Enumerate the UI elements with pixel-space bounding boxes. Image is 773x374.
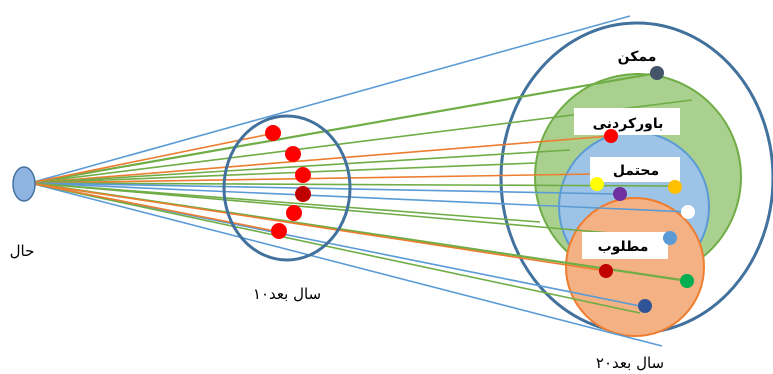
dot [590,177,604,191]
cone-edge-top [29,15,631,184]
present-node [12,166,36,202]
projection-line [29,182,691,213]
dot [613,187,627,201]
ten-year-dots [265,125,311,239]
dot [285,146,301,162]
projection-line [29,182,541,223]
projection-line [29,135,611,184]
projection-line [29,182,669,239]
projection-line [29,182,281,233]
present-label: حال [10,242,35,260]
projection-line [29,132,276,184]
dot [650,66,664,80]
projection-line [29,182,607,272]
dot [604,129,618,143]
projection-line [29,162,536,184]
projection-line [29,149,571,184]
plausible-label-box [574,108,680,135]
preferable-label-box [582,232,668,259]
dot [295,186,311,202]
dot [295,167,311,183]
projection-line [29,182,619,195]
projection-line [29,182,641,314]
dot [599,264,613,278]
possible-label: ممکن [618,49,657,65]
dot [668,180,682,194]
cone-edge-bottom [29,182,663,347]
probable-label: محتمل [613,163,659,179]
ten-years-label: ۱۰سال بعد [253,285,321,303]
probable-label-box [590,157,680,182]
projection-line [29,71,658,185]
dot [663,231,677,245]
twenty-years-label: ۲۰سال بعد [596,354,664,372]
projection-line [29,173,596,184]
plausible-label: باورکردنی [593,116,664,132]
dot [265,125,281,141]
ten-years-ellipse [222,114,352,262]
preferable-label: مطلوب [598,239,649,255]
dot [680,274,694,288]
dot [286,205,302,221]
twenty-year-dots [590,66,695,313]
dot [271,223,287,239]
dot [681,205,695,219]
dot [638,299,652,313]
